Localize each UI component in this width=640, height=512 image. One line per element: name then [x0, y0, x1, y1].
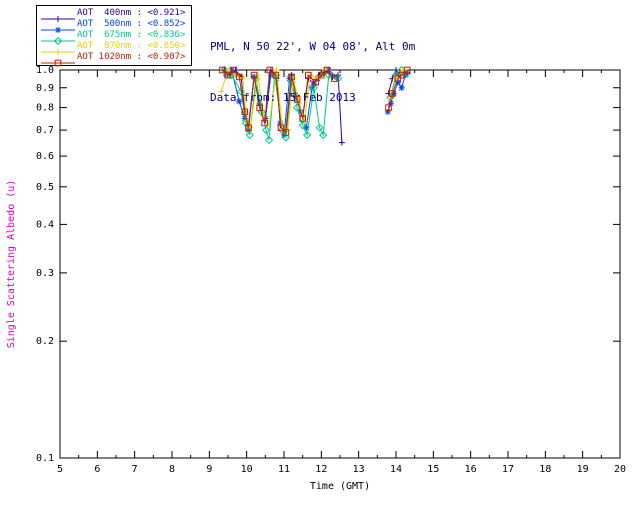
legend-box: AOT 400nm : <0.921> AOT 500nm : <0.852> …: [36, 5, 193, 66]
svg-text:16: 16: [465, 464, 477, 475]
legend-item: AOT 500nm : <0.852>: [39, 19, 186, 33]
svg-text:11: 11: [278, 464, 290, 475]
x-axis-title: Time (GMT): [310, 481, 370, 492]
svg-text:6: 6: [94, 464, 100, 475]
svg-text:7: 7: [132, 464, 138, 475]
y-axis-title: Single Scattering Albedo (u): [6, 180, 17, 349]
svg-text:0.2: 0.2: [36, 336, 54, 347]
legend-label: AOT 500nm : <0.852>: [77, 19, 186, 29]
x-axis: 5 6 7 8 9 10 11 12 13 14 15 16 17 18 19 20 Time (GMT): [57, 70, 626, 492]
legend-item: AOT 870nm : <0.850>: [39, 41, 186, 55]
svg-text:8: 8: [169, 464, 175, 475]
svg-text:0.3: 0.3: [36, 268, 54, 279]
svg-text:5: 5: [57, 464, 63, 475]
svg-text:0.6: 0.6: [36, 151, 54, 162]
svg-text:0.5: 0.5: [36, 182, 54, 193]
svg-text:14: 14: [390, 464, 402, 475]
y-axis: 1.0 0.9 0.8 0.7 0.6 0.5 0.4 0.3 0.2 0.1 Single Sca…: [6, 65, 620, 464]
svg-text:17: 17: [502, 464, 514, 475]
axes: [59, 69, 621, 459]
svg-text:1.0: 1.0: [36, 65, 54, 76]
legend-label: AOT 870nm : <0.850>: [77, 41, 186, 51]
svg-text:18: 18: [539, 464, 551, 475]
svg-text:13: 13: [353, 464, 365, 475]
legend-marker-1020nm-icon: [39, 53, 77, 66]
legend-marker-400nm-icon: [39, 9, 77, 22]
svg-text:0.7: 0.7: [36, 125, 54, 136]
svg-text:0.8: 0.8: [36, 103, 54, 114]
legend-item: AOT 400nm : <0.921>: [39, 8, 186, 22]
legend-item: AOT 675nm : <0.836>: [39, 30, 186, 45]
svg-text:9: 9: [206, 464, 212, 475]
svg-text:0.9: 0.9: [36, 83, 54, 94]
legend-marker-500nm-icon: [39, 20, 77, 33]
svg-text:0.4: 0.4: [36, 219, 54, 230]
series-aot-1020nm: [219, 66, 411, 136]
svg-text:15: 15: [427, 464, 439, 475]
legend-label: AOT 1020nm : <0.907>: [77, 52, 186, 62]
site-info: PML, N 50 22', W 04 08', Alt 0m: [210, 40, 416, 53]
svg-text:19: 19: [577, 464, 589, 475]
svg-text:0.1: 0.1: [36, 453, 54, 464]
legend-label: AOT 675nm : <0.836>: [77, 30, 186, 40]
svg-text:20: 20: [614, 464, 626, 475]
legend-item: AOT 1020nm : <0.907>: [39, 52, 186, 66]
legend-marker-870nm-icon: [39, 42, 77, 55]
legend-label: AOT 400nm : <0.921>: [77, 8, 186, 18]
header-block: PML, N 50 22', W 04 08', Alt 0m Data fro…: [210, 4, 415, 123]
date-info: Data from: 15 Feb 2013: [210, 91, 356, 104]
svg-text:10: 10: [241, 464, 253, 475]
svg-text:12: 12: [315, 464, 327, 475]
legend-marker-675nm-icon: [39, 31, 77, 45]
